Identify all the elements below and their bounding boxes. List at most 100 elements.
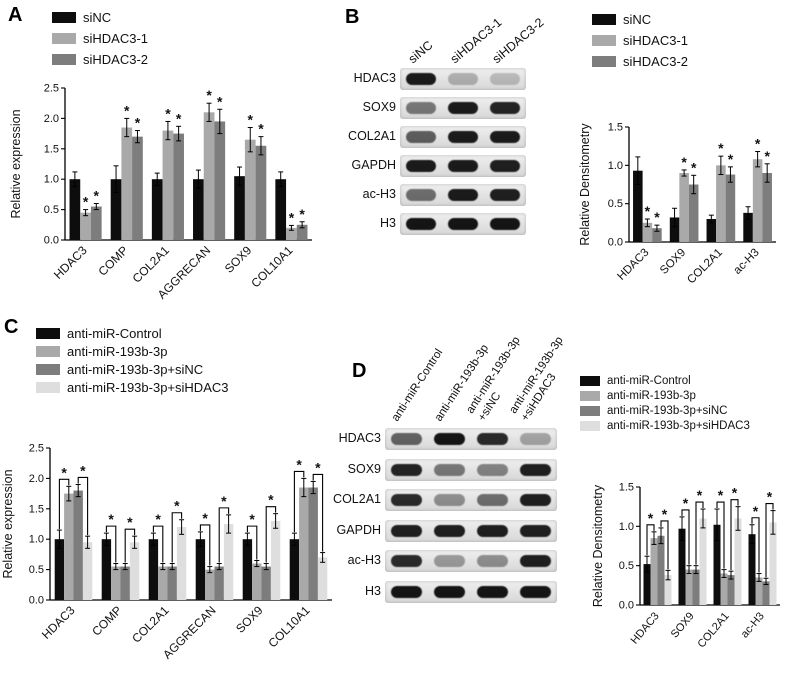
significance-bracket [751, 517, 760, 573]
blot-lane-label: siNC [405, 37, 436, 66]
category-label: COL10A1 [265, 603, 312, 650]
blot-band [406, 102, 436, 114]
category-label: COMP [89, 603, 124, 638]
bar [110, 179, 122, 240]
blot-band [520, 555, 551, 567]
blot-band [520, 433, 551, 445]
blot-lane [400, 213, 442, 235]
panel-d-label: D [352, 360, 367, 382]
bar [244, 139, 256, 240]
legend-swatch [52, 54, 76, 65]
y-axis-label: Relative Densitometry [591, 484, 605, 607]
blot-band [434, 555, 465, 567]
significance-star: * [83, 194, 89, 210]
significance-star: * [315, 459, 321, 475]
significance-bracket [199, 524, 211, 566]
bar [214, 566, 224, 600]
blot-band [520, 585, 551, 598]
significance-bracket [265, 506, 277, 563]
y-tick-label: 1.5 [44, 143, 59, 155]
significance-bracket [171, 512, 183, 563]
blot-band [448, 73, 478, 85]
blot-band [434, 463, 465, 476]
significance-star: * [80, 462, 86, 478]
significance-star: * [202, 510, 208, 526]
significance-star: * [732, 485, 738, 501]
blot-lane [385, 489, 428, 511]
legend-swatch [52, 33, 76, 44]
significance-star: * [124, 102, 130, 118]
significance-star: * [108, 511, 114, 527]
bar [148, 539, 159, 600]
significance-star: * [764, 148, 770, 164]
blot-band [391, 524, 422, 537]
bar [111, 566, 121, 600]
blot-band [490, 102, 520, 114]
panel-a-legend: siNC siHDAC3-1 siHDAC3-2 [52, 10, 148, 67]
y-axis-label: Relative expression [1, 469, 15, 578]
category-label: COL2A1 [685, 247, 725, 287]
blot-lane [400, 68, 442, 90]
blot-strip [400, 184, 526, 206]
bar [678, 528, 686, 605]
bar [64, 493, 74, 600]
blot-row-label: HDAC3 [353, 71, 396, 85]
blot-band [520, 463, 551, 476]
blot-lane [428, 581, 471, 603]
bar [762, 581, 770, 605]
blot-lane [442, 184, 484, 206]
legend-label: anti-miR-193b-3p+siHDAC3 [607, 419, 750, 432]
y-tick-label: 1.0 [44, 174, 59, 186]
blot-band [391, 433, 422, 445]
bar [743, 212, 753, 242]
blot-lane [514, 581, 557, 603]
significance-star: * [691, 159, 697, 175]
blot-strip [385, 458, 557, 481]
category-label: HDAC3 [629, 610, 662, 646]
significance-star: * [61, 464, 67, 480]
blot-band [434, 585, 465, 598]
significance-star: * [755, 136, 761, 152]
category-label: SOX9 [222, 243, 255, 276]
bar [299, 487, 309, 600]
bar [223, 524, 234, 600]
y-tick-label: 1.0 [29, 534, 44, 546]
category-label: ac-H3 [739, 610, 767, 640]
legend-swatch [580, 420, 600, 431]
blot-strip [385, 489, 557, 511]
significance-star: * [206, 87, 212, 103]
panel-b-label: B [345, 6, 360, 28]
blot-row-label: ac-H3 [362, 187, 396, 201]
bar [688, 184, 699, 242]
legend-swatch [592, 14, 616, 25]
bar [762, 173, 772, 242]
legend-label: siHDAC3-1 [623, 33, 689, 48]
bar [679, 173, 689, 242]
bar [752, 159, 763, 242]
bar [308, 487, 318, 600]
blot-band [448, 131, 478, 143]
blot-lane [514, 550, 557, 572]
bar [132, 136, 143, 240]
significance-bracket [218, 507, 230, 563]
legend-item: siHDAC3-1 [592, 33, 688, 48]
blot-lane [471, 489, 514, 511]
blot-lane [428, 489, 471, 511]
bar [151, 179, 163, 240]
blot-band [391, 555, 422, 567]
legend-item: anti-miR-Control [580, 374, 750, 387]
bar [727, 575, 735, 605]
category-label: HDAC3 [615, 247, 651, 283]
blot-lane [400, 126, 442, 148]
bar [296, 224, 308, 240]
blot-strip [400, 155, 526, 177]
bar [167, 566, 177, 600]
legend-label: siNC [623, 12, 652, 27]
panel-b-western-blot: siNC siHDAC3-1 siHDAC3-2 HDAC3 SOX9 COL2A1 GAP… [340, 0, 590, 262]
bar [73, 490, 83, 600]
blot-band [477, 494, 508, 506]
blot-row-label: ac-H3 [347, 553, 381, 567]
blot-band [520, 494, 551, 506]
panel-b-legend: siNC siHDAC3-1 siHDAC3-2 [592, 12, 688, 69]
significance-star: * [767, 489, 773, 505]
